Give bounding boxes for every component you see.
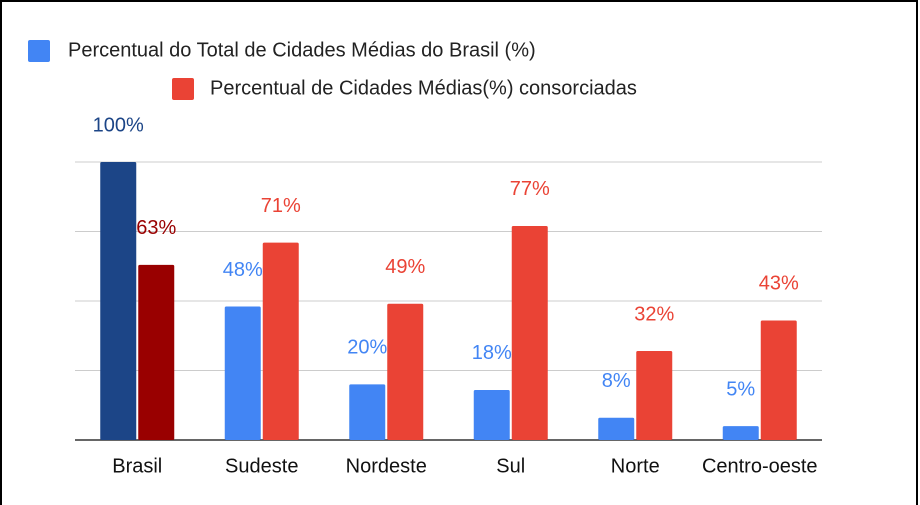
value-label: 8%: [602, 370, 631, 392]
bar: [598, 417, 635, 440]
bar: [100, 162, 137, 440]
bar: [349, 384, 386, 440]
value-label: 49%: [385, 256, 425, 278]
legend-swatch: [28, 40, 50, 62]
x-tick-label: Brasil: [112, 455, 162, 477]
value-label: 77%: [510, 178, 550, 200]
bar: [511, 225, 548, 440]
bar: [722, 426, 759, 440]
value-label: 43%: [759, 273, 799, 295]
bar: [760, 320, 797, 440]
x-tick-label: Sul: [496, 455, 525, 477]
x-tick-label: Nordeste: [346, 455, 427, 477]
legend-swatch: [172, 78, 194, 100]
bar: [224, 306, 261, 440]
x-tick-label: Centro-oeste: [702, 455, 818, 477]
value-label: 100%: [93, 114, 144, 136]
bar: [636, 351, 673, 440]
value-label: 18%: [472, 342, 512, 364]
bar: [387, 303, 424, 440]
value-label: 63%: [136, 217, 176, 239]
value-label: 5%: [726, 378, 755, 400]
value-label: 48%: [223, 259, 263, 281]
value-label: 71%: [261, 195, 301, 217]
bar: [262, 242, 299, 440]
value-label: 32%: [634, 303, 674, 325]
x-tick-label: Sudeste: [225, 455, 298, 477]
value-label: 20%: [347, 337, 387, 359]
bar: [473, 389, 510, 440]
x-tick-label: Norte: [611, 455, 660, 477]
legend-label: Percentual de Cidades Médias(%) consorci…: [210, 77, 637, 99]
legend-label: Percentual do Total de Cidades Médias do…: [68, 39, 536, 61]
bar: [138, 264, 175, 440]
